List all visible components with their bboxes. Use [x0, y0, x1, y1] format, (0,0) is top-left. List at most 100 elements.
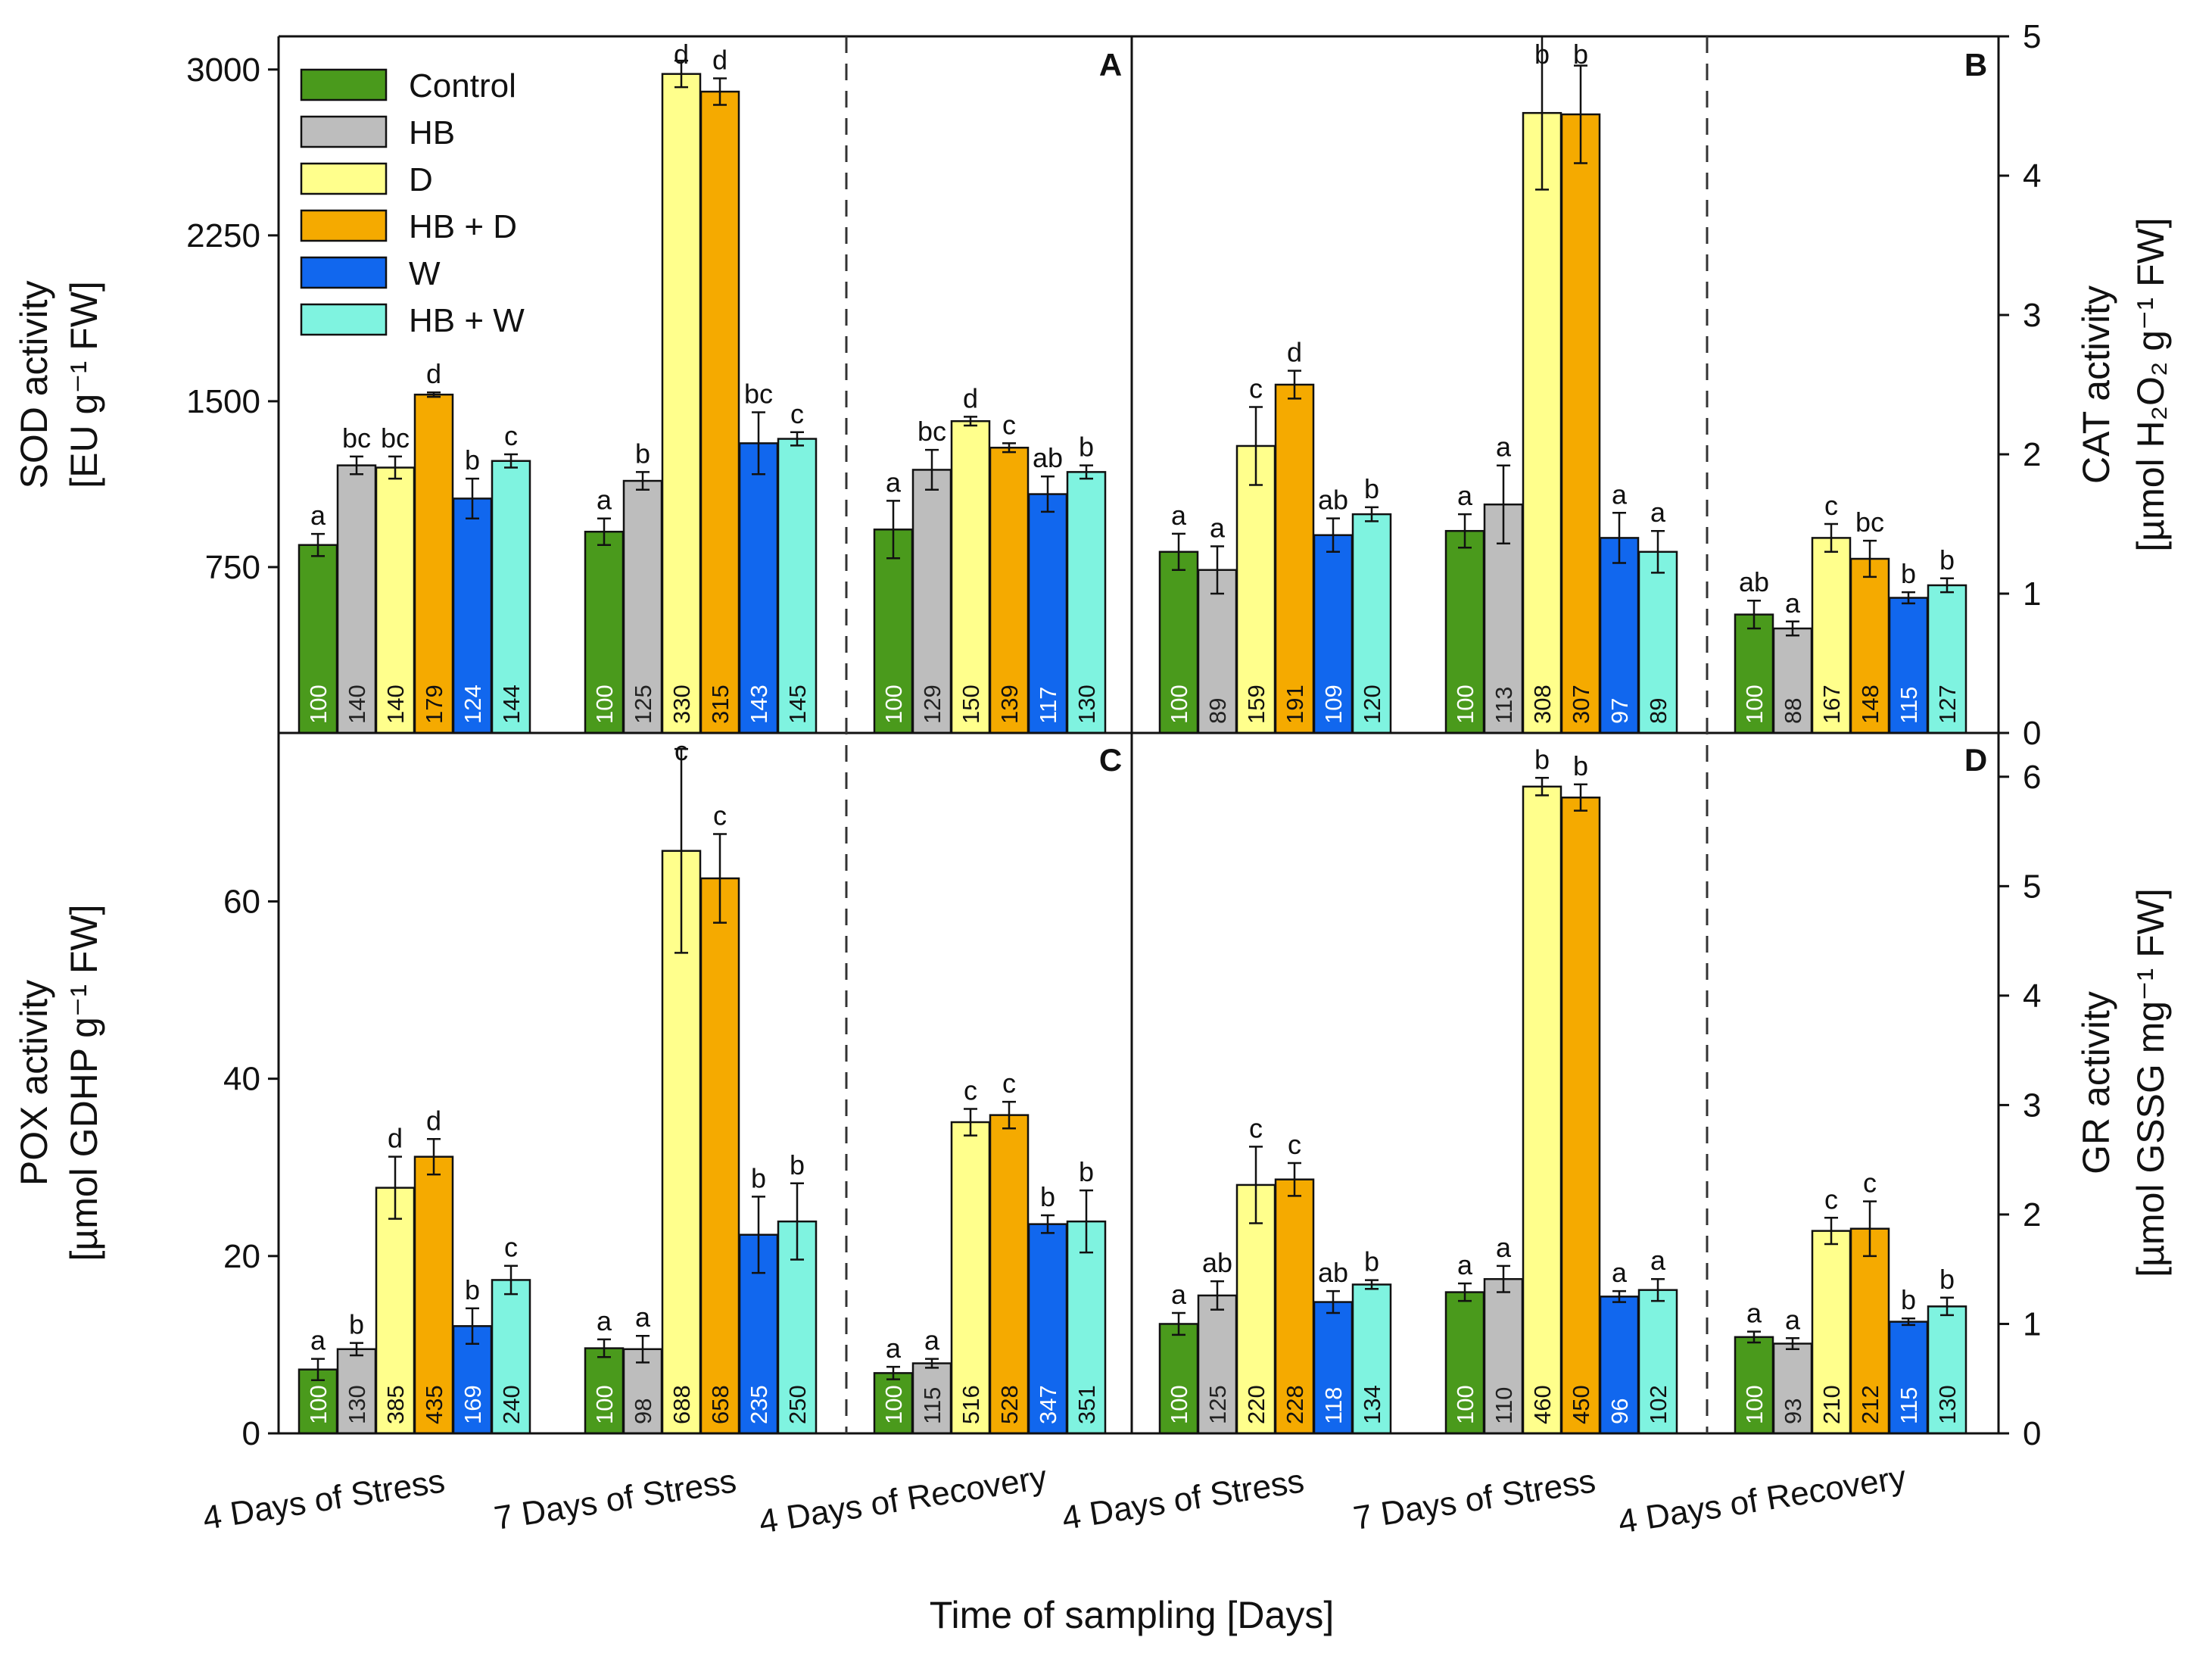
bar-hb-d — [1849, 557, 1890, 734]
significance-letter: a — [1650, 1245, 1666, 1276]
percent-label: 140 — [382, 684, 409, 724]
bar-hb-d — [1560, 113, 1601, 734]
percent-label: 315 — [707, 684, 734, 724]
y-tick-label: 1 — [2023, 575, 2041, 613]
significance-letter: b — [1573, 750, 1588, 781]
percent-label: 330 — [668, 684, 695, 724]
percent-label: 115 — [1896, 1387, 1922, 1424]
significance-letter: b — [1939, 1264, 1955, 1295]
significance-letter: bc — [342, 423, 371, 454]
bar-hb — [1197, 1294, 1238, 1435]
bar-hb-d — [413, 393, 454, 734]
y-axis-unit-b: [µmol H₂O₂ g⁻¹ FW] — [2129, 217, 2172, 551]
y-tick-label: 3000 — [186, 51, 260, 89]
bar-hb-d — [989, 1114, 1030, 1435]
bar-hb-d — [699, 877, 740, 1435]
percent-label: 115 — [919, 1387, 946, 1424]
bar-control — [1158, 1323, 1199, 1435]
percent-label: 134 — [1359, 1385, 1385, 1424]
significance-letter: a — [1457, 1249, 1473, 1280]
bar-hb-w — [1066, 471, 1107, 734]
percent-label: 235 — [746, 1385, 772, 1424]
bar-hb-d — [1849, 1227, 1890, 1435]
significance-letter: c — [964, 1074, 977, 1105]
percent-label: 516 — [958, 1385, 984, 1424]
panel-tag: A — [1099, 47, 1122, 83]
y-tick-label: 5 — [2023, 18, 2041, 55]
significance-letter: b — [465, 444, 480, 476]
percent-label: 120 — [1359, 684, 1385, 724]
legend-swatch-w — [300, 256, 388, 289]
bar-hb-w — [1351, 513, 1392, 734]
percent-label: 307 — [1568, 684, 1594, 724]
x-axis-title: Time of sampling [Days] — [930, 1594, 1334, 1636]
legend-label-hb: HB — [409, 114, 455, 151]
significance-letter: bc — [744, 379, 773, 410]
significance-letter: a — [886, 466, 902, 497]
percent-label: 110 — [1491, 1387, 1517, 1424]
percent-label: 658 — [707, 1385, 734, 1424]
significance-letter: ab — [1033, 442, 1063, 473]
significance-letter: d — [963, 382, 978, 413]
significance-letter: ab — [1318, 1257, 1348, 1288]
significance-letter: bc — [1855, 507, 1884, 538]
bar-w — [1888, 1321, 1929, 1435]
bar-control — [1444, 1291, 1485, 1435]
percent-label: 167 — [1818, 684, 1845, 724]
percent-label: 250 — [784, 1385, 811, 1424]
legend: Control HB D HB + D W HB + W — [300, 67, 525, 339]
percent-label: 89 — [1645, 698, 1671, 724]
significance-letter: a — [1457, 480, 1473, 511]
percent-label: 191 — [1282, 684, 1308, 724]
percent-label: 148 — [1857, 684, 1883, 724]
percent-label: 528 — [996, 1385, 1023, 1424]
significance-letter: c — [1249, 1112, 1263, 1143]
bar-hb — [1772, 627, 1813, 734]
legend-swatch-hb-w — [300, 303, 388, 336]
y-axis-title-b: CAT activity — [2075, 285, 2117, 484]
percent-label: 127 — [1934, 684, 1961, 724]
significance-letter: bc — [381, 423, 410, 454]
bar-hb-w — [1927, 1305, 1967, 1435]
significance-letter: a — [1171, 1279, 1187, 1310]
y-tick-label: 3 — [2023, 1087, 2041, 1124]
percent-label: 100 — [591, 684, 618, 724]
significance-letter: d — [674, 39, 689, 70]
significance-letter: b — [1364, 1246, 1379, 1277]
y-axis-d: 0 1 2 3 4 5 6 — [1999, 759, 2041, 1452]
percent-label: 100 — [1741, 1385, 1768, 1424]
significance-letter: a — [924, 1325, 940, 1356]
legend-swatch-control — [300, 68, 388, 101]
percent-label: 240 — [498, 1385, 525, 1424]
percent-label: 228 — [1282, 1385, 1308, 1424]
percent-label: 159 — [1243, 684, 1270, 724]
significance-letter: c — [1863, 1168, 1877, 1199]
significance-letter: a — [886, 1333, 902, 1364]
y-tick-label: 0 — [2023, 715, 2041, 752]
y-axis-b: 0 1 2 3 4 5 — [1999, 18, 2041, 752]
significance-letter: c — [504, 1232, 518, 1263]
significance-letter: c — [1288, 1129, 1301, 1160]
significance-letter: d — [426, 358, 441, 389]
significance-letter: b — [1040, 1181, 1055, 1212]
bar-hb — [336, 464, 377, 734]
significance-letter: c — [1249, 373, 1263, 404]
percent-label: 113 — [1491, 687, 1517, 724]
significance-letter: d — [1287, 337, 1302, 368]
bar-hb-w — [777, 438, 818, 734]
percent-label: 100 — [591, 1385, 618, 1424]
bar-d — [661, 73, 702, 734]
percent-label: 351 — [1073, 1385, 1100, 1424]
percent-label: 100 — [1166, 684, 1192, 724]
significance-letter: a — [310, 500, 326, 531]
percent-label: 109 — [1320, 684, 1347, 724]
y-tick-label: 20 — [223, 1238, 260, 1275]
significance-letter: d — [426, 1105, 441, 1136]
bar-hb-d — [413, 1155, 454, 1435]
percent-label: 347 — [1035, 1385, 1061, 1424]
y-axis-unit-a: [EU g⁻¹ FW] — [63, 281, 105, 488]
panel-tag: C — [1099, 742, 1122, 778]
significance-letter: a — [1496, 1232, 1512, 1263]
percent-label: 169 — [460, 1385, 486, 1424]
significance-letter: a — [1785, 1304, 1801, 1335]
